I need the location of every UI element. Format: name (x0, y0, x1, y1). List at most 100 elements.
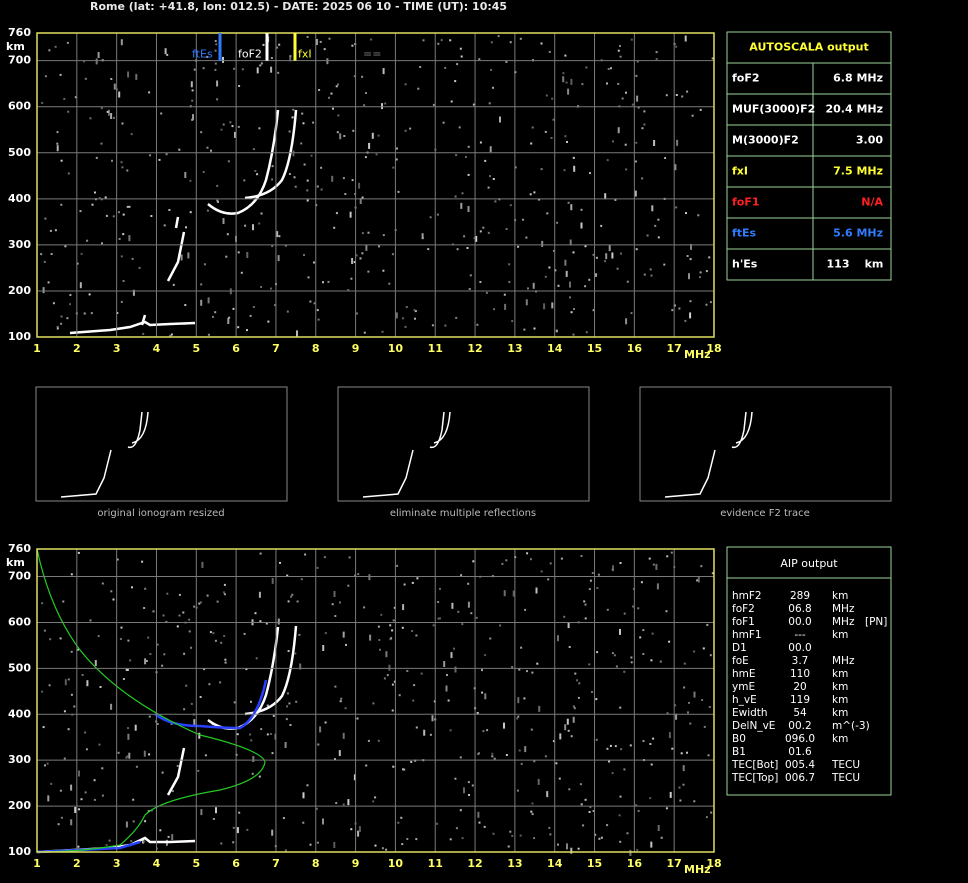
noise-dot (258, 127, 261, 130)
noise-dot (54, 229, 57, 232)
noise-dot (572, 333, 575, 336)
noise-dot (333, 591, 336, 597)
noise-dot (377, 739, 380, 742)
noise-dot (357, 830, 360, 837)
noise-dot (69, 294, 72, 296)
y-tick-label: 400 (8, 707, 31, 720)
noise-dot (460, 202, 463, 209)
aip-cell: D1 (732, 642, 747, 654)
noise-dot (206, 55, 209, 58)
noise-dot (382, 269, 385, 272)
noise-dot (232, 826, 235, 829)
noise-dot (237, 125, 240, 128)
noise-dot (505, 754, 508, 756)
noise-dot (689, 722, 692, 725)
noise-dot (176, 625, 179, 628)
noise-dot (334, 758, 336, 761)
noise-dot (580, 555, 583, 557)
noise-dot (76, 262, 79, 265)
noise-dot (60, 203, 63, 206)
noise-dot (128, 205, 131, 208)
noise-dot (143, 840, 146, 843)
noise-dot (276, 46, 279, 49)
noise-dot (125, 756, 128, 759)
noise-dot (488, 102, 491, 105)
noise-dot (544, 275, 547, 278)
noise-dot (79, 210, 82, 213)
noise-dot (416, 577, 419, 580)
noise-dot (568, 788, 571, 791)
noise-dot (652, 563, 655, 566)
noise-dot (351, 179, 354, 182)
noise-dot (90, 312, 93, 315)
noise-dot (244, 224, 247, 227)
aip-cell: TEC[Bot] (731, 759, 778, 771)
noise-dot (57, 823, 60, 826)
noise-dot (572, 716, 575, 723)
noise-dot (256, 67, 259, 74)
noise-dot (246, 828, 249, 831)
noise-dot (313, 261, 315, 264)
noise-dot (374, 796, 377, 799)
noise-dot (566, 141, 568, 143)
x-tick-label: 2 (73, 857, 81, 870)
noise-dot (351, 258, 354, 264)
noise-dot (222, 218, 225, 224)
noise-dot (91, 203, 94, 206)
noise-dot (486, 729, 489, 732)
noise-dot (159, 829, 162, 832)
noise-dot (50, 253, 53, 255)
noise-dot (100, 107, 103, 110)
noise-dot (207, 333, 210, 336)
noise-dot (573, 707, 576, 710)
noise-dot (370, 38, 373, 41)
noise-dot (675, 713, 678, 720)
noise-dot (143, 750, 146, 757)
noise-dot (142, 837, 145, 844)
noise-dot (169, 334, 172, 337)
noise-dot (276, 231, 279, 238)
noise-dot (152, 610, 155, 613)
x-tick-label: 17 (667, 342, 682, 355)
noise-dot (460, 574, 463, 577)
noise-dot (619, 562, 622, 564)
noise-dot (342, 177, 345, 180)
y-tick-label: 600 (8, 615, 31, 628)
aip-cell: km (832, 694, 848, 706)
noise-dot (564, 54, 567, 57)
noise-dot (48, 49, 51, 52)
noise-dot (592, 253, 595, 256)
noise-dot (636, 849, 639, 852)
x-tick-label: 11 (428, 342, 443, 355)
noise-dot (97, 635, 100, 638)
noise-dot (110, 78, 113, 80)
noise-dot (60, 322, 63, 325)
noise-dot (529, 193, 532, 196)
noise-dot (668, 640, 671, 643)
noise-dot (429, 733, 432, 736)
noise-dot (612, 565, 614, 572)
noise-dot (538, 705, 541, 712)
aip-cell: B1 (732, 746, 746, 758)
noise-dot (492, 832, 495, 835)
noise-dot (632, 605, 634, 608)
x-tick-label: 16 (627, 857, 643, 870)
noise-dot (710, 811, 713, 814)
noise-dot (63, 710, 66, 713)
noise-dot (381, 103, 383, 110)
aip-cell: hmE (732, 668, 756, 680)
noise-dot (588, 588, 591, 591)
noise-dot (56, 327, 59, 330)
noise-dot (657, 218, 660, 221)
noise-dot (565, 81, 568, 84)
noise-dot (556, 221, 559, 224)
noise-dot (583, 600, 586, 603)
noise-dot (693, 800, 696, 803)
noise-dot (112, 116, 115, 119)
noise-dot (482, 730, 485, 733)
noise-dot (104, 196, 107, 199)
noise-dot (77, 551, 80, 554)
x-trace (244, 109, 298, 200)
noise-dot (112, 598, 115, 601)
noise-dot (200, 131, 203, 134)
